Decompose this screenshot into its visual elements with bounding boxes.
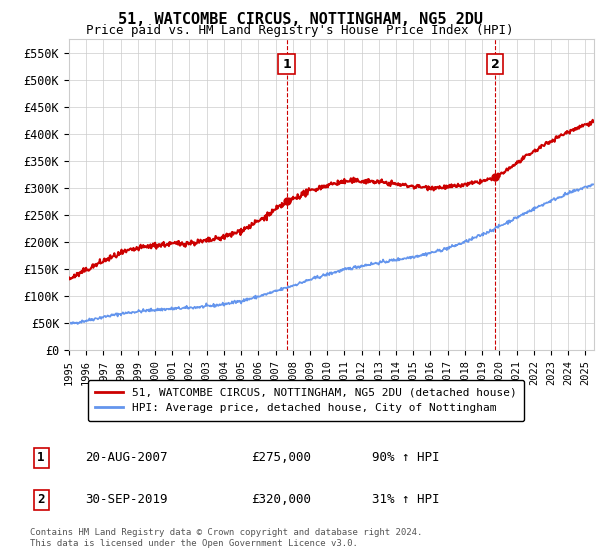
Text: 1: 1 — [282, 58, 291, 71]
Text: £275,000: £275,000 — [251, 451, 311, 464]
Text: 2: 2 — [37, 493, 45, 506]
Text: 2: 2 — [491, 58, 499, 71]
Text: 90% ↑ HPI: 90% ↑ HPI — [372, 451, 440, 464]
Text: 51, WATCOMBE CIRCUS, NOTTINGHAM, NG5 2DU: 51, WATCOMBE CIRCUS, NOTTINGHAM, NG5 2DU — [118, 12, 482, 27]
Text: 30-SEP-2019: 30-SEP-2019 — [85, 493, 168, 506]
Legend: 51, WATCOMBE CIRCUS, NOTTINGHAM, NG5 2DU (detached house), HPI: Average price, d: 51, WATCOMBE CIRCUS, NOTTINGHAM, NG5 2DU… — [88, 380, 524, 421]
Text: Contains HM Land Registry data © Crown copyright and database right 2024.
This d: Contains HM Land Registry data © Crown c… — [30, 528, 422, 548]
Text: 31% ↑ HPI: 31% ↑ HPI — [372, 493, 440, 506]
Text: 20-AUG-2007: 20-AUG-2007 — [85, 451, 168, 464]
Text: Price paid vs. HM Land Registry's House Price Index (HPI): Price paid vs. HM Land Registry's House … — [86, 24, 514, 37]
Text: £320,000: £320,000 — [251, 493, 311, 506]
Text: 1: 1 — [37, 451, 45, 464]
